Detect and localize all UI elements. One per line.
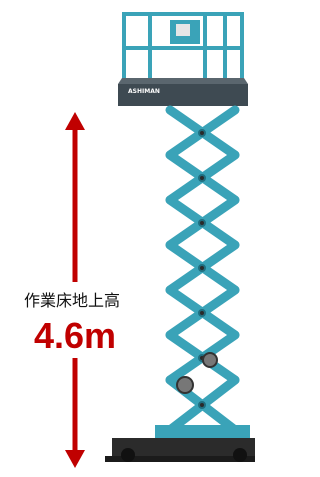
chassis-top (155, 425, 250, 439)
wheel (233, 448, 247, 462)
platform-edge (118, 78, 248, 84)
arrow-head-top (65, 112, 85, 130)
control-panel (176, 24, 190, 36)
page: {"annotation": {"label": "作業床地上高", "valu… (0, 0, 257, 477)
wheel (121, 448, 135, 462)
height-arrow (65, 112, 85, 468)
product-image: 作業床地上高 4.6m ASHIMAN (0, 0, 257, 477)
pulley (203, 353, 217, 367)
brand-label: ASHIMAN (128, 88, 160, 95)
height-label: 作業床地上高 (24, 291, 120, 310)
scissor-lift: ASHIMAN (105, 14, 255, 462)
height-value: 4.6m (34, 315, 116, 356)
pulley (177, 377, 193, 393)
arrow-head-bottom (65, 450, 85, 468)
